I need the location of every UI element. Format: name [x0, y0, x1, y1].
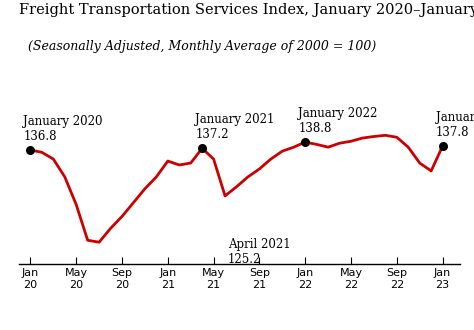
- Text: (Seasonally Adjusted, Monthly Average of 2000 = 100): (Seasonally Adjusted, Monthly Average of…: [28, 40, 377, 52]
- Text: January 2021
137.2: January 2021 137.2: [195, 114, 274, 142]
- Text: January 2020
136.8: January 2020 136.8: [24, 115, 103, 143]
- Text: January 2022
138.8: January 2022 138.8: [298, 107, 378, 135]
- Text: Freight Transportation Services Index, January 2020–January 2023: Freight Transportation Services Index, J…: [19, 3, 474, 17]
- Text: January 2023
137.8: January 2023 137.8: [436, 111, 474, 139]
- Text: April 2021
125.2: April 2021 125.2: [228, 238, 291, 266]
